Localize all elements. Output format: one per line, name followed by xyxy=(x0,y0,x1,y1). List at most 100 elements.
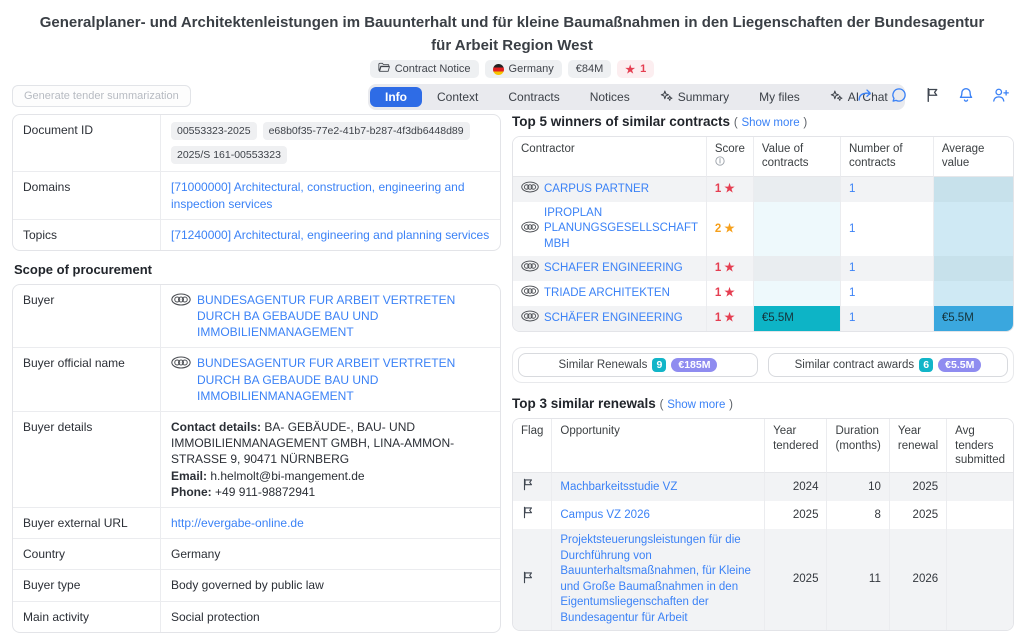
winner-row: SCHÄFER ENGINEERING 1 ★ €5.5M 1 €5.5M xyxy=(513,306,1013,332)
contracts-count: 1 xyxy=(848,182,856,195)
average-cell: €5.5M xyxy=(933,306,1013,332)
contractor-link[interactable]: SCHAFER ENGINEERING xyxy=(544,262,683,275)
buyer-official-link[interactable]: BUNDESAGENTUR FUR ARBEIT VERTRETEN DURCH… xyxy=(197,356,456,403)
opportunity-link[interactable]: Campus VZ 2026 xyxy=(560,508,650,521)
row-label: Topics xyxy=(13,219,161,250)
tab-contracts[interactable]: Contracts xyxy=(508,90,560,104)
winners-show-more-link[interactable]: Show more xyxy=(741,117,800,129)
winner-row: IPROPLAN PLANUNGSGESELLSCHAFT MBH 2 ★ 1 xyxy=(513,201,1013,257)
tab-notices[interactable]: Notices xyxy=(589,90,630,104)
tab-ai-chat[interactable]: AI Chat xyxy=(815,86,903,108)
buyer-type-value: Body governed by public law xyxy=(171,578,324,593)
domain-link[interactable]: [71000000] Architectural, construction, … xyxy=(171,180,465,211)
email-value: h.helmolt@bi-mangement.de xyxy=(207,468,365,483)
contracts-count: 1 xyxy=(848,222,856,235)
country-row: Country Germany xyxy=(13,538,500,570)
topics-row: Topics [71240000] Architectural, enginee… xyxy=(13,218,500,250)
info-icon[interactable] xyxy=(715,156,725,170)
contracts-count: 1 xyxy=(848,287,856,300)
row-label: Domains xyxy=(13,172,161,219)
sparkles-icon xyxy=(830,89,843,105)
document-id-badge: e68b0f35-77e2-41b7-b287-4f3db6448d89 xyxy=(262,122,470,141)
toolbar: Generate tender summarization Info Conte… xyxy=(12,84,1012,110)
tab-info[interactable]: Info xyxy=(370,87,422,107)
chat-icon[interactable] xyxy=(890,86,908,104)
buyer-external-url-link[interactable]: http://evergabe-online.de xyxy=(171,515,304,530)
winners-header-row: Contractor Score Value of contracts Numb… xyxy=(513,137,1013,177)
row-label: Buyer external URL xyxy=(13,507,161,539)
document-id-badge: 2025/S 161-00553323 xyxy=(171,146,287,165)
company-icon xyxy=(171,292,191,310)
opportunity-link[interactable]: Machbarkeitsstudie VZ xyxy=(560,480,678,493)
company-icon xyxy=(521,221,539,238)
col-flag: Flag xyxy=(513,419,553,474)
col-score: Score xyxy=(706,137,754,177)
phone-value: +49 911-98872941 xyxy=(211,484,316,499)
germany-flag-icon xyxy=(492,63,504,75)
avg-tenders xyxy=(947,529,1013,631)
contractor-link[interactable]: CARPUS PARTNER xyxy=(544,182,650,195)
star-icon: ★ xyxy=(724,262,735,275)
star-icon: ★ xyxy=(724,312,735,325)
winner-row: TRIADE ARCHITEKTEN 1 ★ 1 xyxy=(513,281,1013,307)
renewals-table: Flag Opportunity Year tendered Duration … xyxy=(512,418,1014,632)
renewals-count-badge: 9 xyxy=(652,358,667,373)
invite-user-icon[interactable] xyxy=(991,86,1010,104)
header-badges: Contract Notice Germany €84M ★ 1 xyxy=(0,60,1024,78)
main-activity-value: Social protection xyxy=(171,609,260,624)
tab-bar: Info Context Contracts Notices Summary M… xyxy=(368,84,905,110)
star-count: 1 xyxy=(640,63,647,75)
contractor-link[interactable]: TRIADE ARCHITEKTEN xyxy=(544,287,670,300)
opportunity-link[interactable]: Projektsteuerungsleistungen für die Durc… xyxy=(560,534,751,624)
company-icon xyxy=(521,181,539,198)
col-number: Number of contracts xyxy=(840,137,934,177)
awards-count-badge: 6 xyxy=(919,358,934,373)
renewals-amount-badge: €185M xyxy=(671,358,718,373)
duration-months: 10 xyxy=(827,473,890,502)
row-label: Buyer xyxy=(13,284,161,348)
bell-icon[interactable] xyxy=(957,86,975,104)
flag-icon[interactable] xyxy=(521,571,535,588)
tab-my-files[interactable]: My files xyxy=(759,90,800,104)
tab-summary[interactable]: Summary xyxy=(645,86,744,108)
col-opportunity: Opportunity xyxy=(552,419,766,474)
company-icon xyxy=(521,285,539,302)
contracts-count: 1 xyxy=(848,262,856,275)
contractor-link[interactable]: SCHÄFER ENGINEERING xyxy=(544,312,683,325)
generate-summary-button[interactable]: Generate tender summarization xyxy=(12,85,191,107)
renewal-row: Projektsteuerungsleistungen für die Durc… xyxy=(513,529,1013,631)
share-icon[interactable] xyxy=(856,86,874,104)
star-icon: ★ xyxy=(724,182,735,195)
flag-icon[interactable] xyxy=(521,507,535,523)
similar-renewals-button[interactable]: Similar Renewals 9 €185M xyxy=(518,353,758,378)
col-duration: Duration (months) xyxy=(827,419,890,474)
summary-buttons-bar: Similar Renewals 9 €185M Similar contrac… xyxy=(512,347,1014,384)
buyer-official-name-row: Buyer official name BUNDESAGENTUR FUR AR… xyxy=(13,347,500,412)
row-label: Main activity xyxy=(13,601,161,632)
company-icon xyxy=(521,310,539,327)
similar-renewals-label: Similar Renewals xyxy=(558,359,648,372)
buyer-details-row: Buyer details Contact details: BA- GEBÄU… xyxy=(13,411,500,507)
topic-link[interactable]: [71240000] Architectural, engineering an… xyxy=(171,227,490,242)
renewals-header-row: Flag Opportunity Year tendered Duration … xyxy=(513,419,1013,474)
flag-icon[interactable] xyxy=(521,479,535,495)
doc-type-label: Contract Notice xyxy=(394,63,471,75)
similar-awards-button[interactable]: Similar contract awards 6 €5.5M xyxy=(768,353,1008,378)
buyer-link[interactable]: BUNDESAGENTUR FUR ARBEIT VERTRETEN DURCH… xyxy=(197,292,456,340)
score-value: 1 xyxy=(714,287,722,300)
tab-context[interactable]: Context xyxy=(437,90,479,104)
score-value: 1 xyxy=(714,312,722,325)
row-label: Buyer official name xyxy=(13,348,161,412)
contact-label: Contact details: xyxy=(171,420,262,435)
row-label: Buyer type xyxy=(13,570,161,601)
flag-icon[interactable] xyxy=(924,86,941,104)
average-cell xyxy=(933,281,1013,307)
renewals-show-more-link[interactable]: Show more xyxy=(667,399,726,412)
winners-heading-text: Top 5 winners of similar contracts xyxy=(512,114,731,129)
contractor-link[interactable]: IPROPLAN PLANUNGSGESELLSCHAFT MBH xyxy=(544,206,698,250)
action-icons xyxy=(856,86,1010,104)
year-renewal: 2025 xyxy=(889,473,948,502)
domains-row: Domains [71000000] Architectural, constr… xyxy=(13,171,500,219)
tab-summary-label: Summary xyxy=(677,90,730,104)
star-badge[interactable]: ★ 1 xyxy=(617,60,655,78)
